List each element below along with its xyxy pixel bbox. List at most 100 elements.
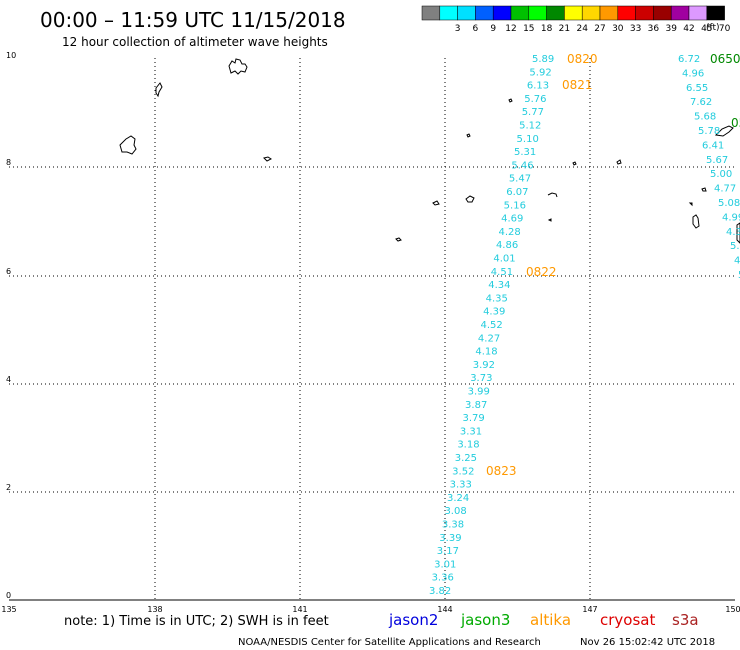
legend-label: 6 [473, 24, 479, 34]
wave-height-value: 4.28 [499, 227, 521, 238]
wave-height-value: 5.67 [706, 155, 728, 166]
satellite-name: altika [530, 611, 571, 629]
island-outline [508, 98, 513, 103]
y-tick-label: 0 [6, 591, 11, 600]
wave-height-value: 4.27 [478, 333, 500, 344]
wave-height-value: 3.99 [468, 387, 490, 398]
wave-height-value: 3.52 [452, 466, 474, 477]
island-outline [688, 202, 693, 207]
legend-label: 42 [683, 24, 694, 34]
altika-track-far-east: 6.72 4.96 6.55 7.62 5.68 5.78 6.41 5.67 5.00 4.77… [678, 52, 740, 281]
wave-height-value: 4.01 [493, 254, 515, 265]
wave-height-value: 3.31 [460, 426, 482, 437]
x-tick-label: 135 [1, 605, 16, 614]
map-title: 00:00 – 11:59 UTC 11/15/2018 [40, 8, 346, 32]
legend-label: 70 [719, 24, 731, 34]
x-tick-label: 141 [292, 605, 307, 614]
wave-height-value: 5.77 [522, 107, 544, 118]
legend-swatch [475, 5, 494, 21]
wave-height-value: 5.08 [718, 198, 740, 209]
wave-height-value: 5.31 [514, 147, 536, 158]
island-outline [572, 161, 577, 166]
y-tick-labels: 0 2 4 6 8 10 [6, 51, 16, 600]
wave-height-value: 3.01 [434, 559, 456, 570]
legend-label: 3 [455, 24, 461, 34]
legend-swatch [510, 5, 530, 21]
wave-height-value: 4.52 [481, 320, 503, 331]
island-outline [263, 156, 272, 162]
legend-swatch [546, 5, 565, 21]
credit-line: NOAA/NESDIS Center for Satellite Applica… [238, 637, 541, 648]
wave-height-value: 3.33 [450, 480, 472, 491]
wave-height-value: 3.92 [473, 360, 495, 371]
wave-height-value: 4.99 [722, 212, 740, 223]
satellite-name: jason3 [460, 611, 510, 629]
legend-label: 30 [612, 24, 624, 34]
pass-time-label: 05 [731, 116, 740, 130]
wave-height-value: 3.38 [442, 520, 464, 531]
satellite-name: cryosat [600, 611, 655, 629]
wave-height-value: 3.39 [439, 533, 461, 544]
legend-swatch [528, 5, 547, 21]
wave-height-value: 6.72 [678, 54, 700, 65]
wave-height-value: 5.10 [517, 134, 539, 145]
y-tick-label: 6 [6, 267, 11, 276]
pass-time-label: 0820 [567, 52, 598, 66]
wave-height-value: 4.51 [491, 267, 513, 278]
legend-swatch [599, 5, 619, 21]
wave-height-value: 5.46 [511, 160, 533, 171]
x-tick-label: 147 [582, 605, 597, 614]
pass-time-label: 0650 [710, 52, 740, 66]
legend-swatch [492, 5, 512, 21]
wave-height-value: 5.76 [524, 94, 546, 105]
island-outline [119, 135, 137, 155]
wave-height-value: 5.78 [698, 126, 720, 137]
legend-swatch [635, 5, 654, 21]
pass-time-label: 0822 [526, 265, 557, 279]
wave-height-value: 3.18 [457, 440, 479, 451]
wave-height-value: 4.77 [714, 184, 736, 195]
island-outline [466, 133, 471, 138]
wave-height-value: 4.96 [682, 68, 704, 79]
wave-height-value: 5.2 [730, 241, 740, 252]
wave-height-value: 4.69 [501, 214, 523, 225]
island-outline [432, 200, 440, 206]
pass-time-label: 0823 [486, 464, 517, 478]
island-outline [736, 222, 740, 244]
island-outline [714, 125, 734, 137]
wave-height-value: 3.73 [470, 373, 492, 384]
wave-height-value: 5.68 [694, 112, 716, 123]
x-tick-labels: 135 138 141 144 147 150 [1, 605, 740, 614]
wave-height-value: 5 [738, 270, 740, 281]
island-outline [465, 195, 475, 203]
legend-label: 39 [665, 24, 677, 34]
wave-height-value: 4.34 [488, 280, 510, 291]
legend-label: 27 [594, 24, 605, 34]
island-outline [701, 187, 707, 192]
island-outline [616, 159, 622, 165]
y-tick-label: 10 [6, 51, 16, 60]
y-tick-label: 2 [6, 483, 11, 492]
legend-swatch [670, 5, 690, 21]
coastlines [119, 58, 740, 244]
wave-height-value: 3.25 [455, 453, 477, 464]
y-tick-label: 8 [6, 158, 11, 167]
wave-height-value: 5.92 [529, 67, 551, 78]
wave-height-value: 3.08 [444, 506, 466, 517]
legend-label: 9 [490, 24, 496, 34]
island-outline [395, 237, 402, 242]
satellite-key: jason2 jason3 altika cryosat s3a [388, 611, 699, 629]
island-outline [228, 58, 248, 75]
wave-height-value: 4.39 [483, 307, 505, 318]
wave-height-value: 4.8 [734, 256, 740, 267]
grid-lines [9, 58, 735, 600]
wave-height-value: 3.82 [429, 586, 451, 597]
x-tick-label: 138 [147, 605, 162, 614]
legend-swatch [617, 5, 636, 21]
footer-note: note: 1) Time is in UTC; 2) SWH is in fe… [64, 614, 329, 629]
wave-height-value: 5.16 [504, 200, 526, 211]
wave-height-value: 3.17 [437, 546, 459, 557]
island-outline [547, 218, 552, 222]
legend-label: 15 [523, 24, 534, 34]
